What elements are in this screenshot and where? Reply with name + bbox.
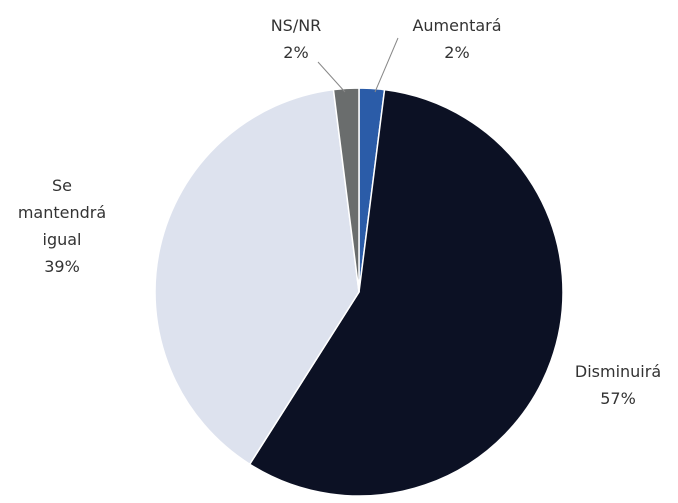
slice-label: Se mantendrá igual 39%	[7, 172, 117, 280]
value-label: 2%	[444, 43, 470, 62]
value-label: 39%	[44, 257, 80, 276]
slice-label: Aumentará 2%	[392, 12, 522, 66]
category-label: NS/NR	[270, 16, 322, 35]
value-label: 57%	[600, 389, 636, 408]
slice-label: NS/NR 2%	[251, 12, 341, 66]
category-label: Disminuirá	[574, 362, 662, 381]
leader-line	[317, 61, 346, 93]
leader-line	[374, 37, 399, 93]
category-label: Se mantendrá igual	[17, 176, 107, 249]
category-label: Aumentará	[412, 16, 502, 35]
value-label: 2%	[283, 43, 309, 62]
slice-label: Disminuirá 57%	[553, 358, 678, 412]
pie-slice	[332, 87, 360, 293]
pie-slice	[248, 88, 564, 497]
pie-slice	[154, 88, 360, 466]
